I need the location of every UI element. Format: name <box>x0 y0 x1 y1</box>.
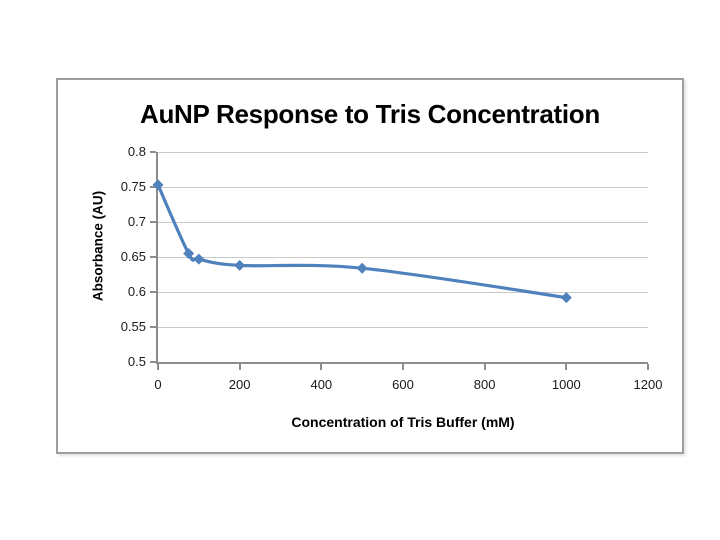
data-point-marker-500 <box>356 262 368 274</box>
y-tick-label-0.6: 0.6 <box>127 284 146 299</box>
gridline-y-0.55 <box>158 326 648 328</box>
data-point-marker-100 <box>193 253 205 265</box>
chart-frame: AuNP Response to Tris Concentration Conc… <box>56 78 684 454</box>
gridline-y-0.6 <box>158 291 648 293</box>
plot-area: Concentration of Tris Buffer (mM) Absorb… <box>91 144 663 430</box>
x-tick-0 <box>157 364 159 370</box>
data-point-marker-75 <box>183 248 195 259</box>
x-tick-1000 <box>565 364 568 370</box>
x-tick-label-600: 600 <box>392 377 414 392</box>
x-axis-line <box>156 362 648 364</box>
x-tick-800 <box>483 364 486 370</box>
x-axis-title: Concentration of Tris Buffer (mM) <box>291 414 515 430</box>
chart-title: AuNP Response to Tris Concentration <box>140 99 600 129</box>
y-axis-title: Absorbance (AU) <box>90 190 106 302</box>
y-tick-0.6 <box>150 291 156 293</box>
y-tick-0.55 <box>150 326 156 328</box>
x-tick-600 <box>402 364 404 370</box>
x-tick-200 <box>238 364 241 370</box>
x-tick-label-1000: 1000 <box>551 377 581 392</box>
y-tick-0.8 <box>150 151 156 153</box>
y-tick-label-0.65: 0.65 <box>120 249 146 264</box>
x-tick-label-1200: 1200 <box>633 377 663 392</box>
x-tick-label-800: 800 <box>473 377 496 392</box>
gridline-y-0.7 <box>158 221 648 223</box>
x-tick-label-0: 0 <box>154 377 162 392</box>
y-tick-label-0.7: 0.7 <box>127 214 146 229</box>
x-tick-1200 <box>647 364 649 370</box>
y-tick-label-0.5: 0.5 <box>127 354 146 369</box>
gridline-y-0.65 <box>158 256 648 258</box>
data-series-svg <box>152 179 572 304</box>
y-tick-label-0.55: 0.55 <box>120 319 146 334</box>
y-tick-0.5 <box>150 361 156 363</box>
y-axis-line <box>156 152 158 364</box>
gridline-y-0.8 <box>158 151 648 153</box>
series-line <box>156 183 568 300</box>
x-tick-label-200: 200 <box>228 377 251 392</box>
y-tick-label-0.75: 0.75 <box>120 179 146 194</box>
y-tick-0.65 <box>150 256 156 258</box>
x-tick-label-400: 400 <box>310 377 333 392</box>
data-point-marker-0 <box>152 179 164 191</box>
y-tick-0.75 <box>150 186 156 188</box>
y-tick-0.7 <box>150 221 156 223</box>
gridline-y-0.75 <box>158 186 648 188</box>
x-tick-400 <box>320 364 323 370</box>
data-point-marker-1000 <box>560 292 572 304</box>
y-tick-label-0.8: 0.8 <box>127 144 146 159</box>
data-point-marker-200 <box>234 259 246 271</box>
